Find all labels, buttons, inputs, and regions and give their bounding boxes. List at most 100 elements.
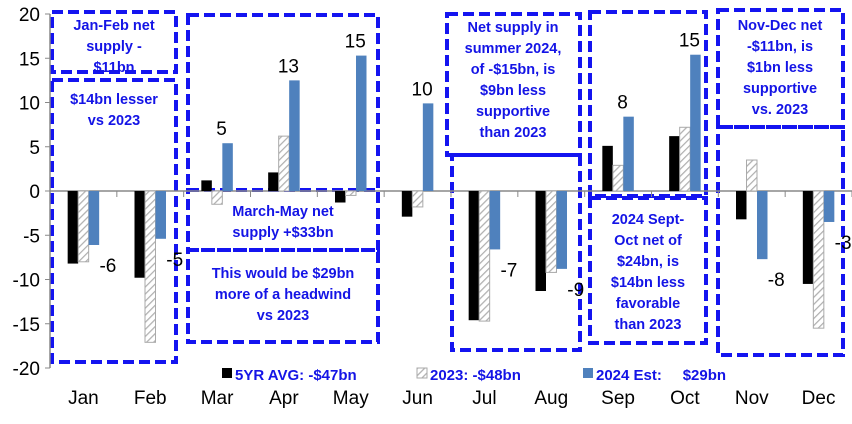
x-tick-label: Jun	[402, 388, 433, 409]
annotation-box	[716, 125, 845, 357]
x-tick-label: Feb	[134, 388, 167, 409]
bar-5yr-avg	[201, 180, 212, 191]
x-tick-label: Apr	[269, 388, 299, 409]
annotation-text: March-May net	[232, 204, 334, 220]
bar-5yr-avg	[268, 172, 279, 191]
bar-2023	[812, 190, 825, 329]
annotation-box	[186, 13, 380, 192]
y-tick-label: -5	[23, 226, 40, 247]
bar-2024-est	[88, 191, 100, 245]
x-tick-label: Aug	[534, 388, 568, 409]
bar-2024-est	[690, 54, 701, 192]
annotation-text: Nov-Dec net	[738, 18, 823, 34]
annotation-text: $1bn less	[747, 60, 813, 76]
data-label: -7	[500, 260, 517, 281]
bar-2024-est	[356, 55, 367, 191]
data-label: 15	[345, 32, 366, 53]
data-label: 15	[679, 31, 700, 52]
annotation-text: vs 2023	[88, 113, 140, 129]
annotation-text: This would be $29bn	[212, 266, 355, 282]
data-label: 8	[617, 93, 628, 114]
annotation-text: summer 2024,	[465, 41, 562, 57]
annotation-box	[50, 78, 178, 364]
annotation-text: supply +$33bn	[232, 225, 333, 241]
annotation-text: of -$15bn, is	[471, 62, 556, 78]
x-tick-label: Jan	[68, 388, 99, 409]
annotation-text: $9bn less	[480, 83, 546, 99]
bar-2023	[411, 190, 424, 208]
bar-2024-est	[757, 191, 768, 260]
annotation-text: -$11bn, is	[747, 39, 813, 55]
bar-2023	[345, 190, 357, 196]
annotation-boxes	[50, 8, 845, 364]
annotation-text: $14bn lesser	[70, 92, 158, 108]
bar-5yr-avg	[802, 191, 814, 284]
annotation-text: vs. 2023	[752, 102, 808, 118]
annotation-text: Jan-Feb net	[73, 18, 155, 34]
annotation-text: supportive	[476, 104, 550, 120]
data-label: 10	[412, 79, 433, 100]
annotation-box	[186, 248, 380, 344]
bar-2023	[612, 164, 624, 192]
legend-swatch	[583, 368, 593, 378]
annotation-box	[50, 10, 178, 74]
annotation-text: Oct net of	[614, 233, 682, 249]
annotation-text: more of a headwind	[215, 287, 351, 303]
bar-2024-est	[623, 116, 634, 191]
bar-2024-est	[155, 191, 166, 239]
annotation-text: vs 2023	[257, 308, 309, 324]
data-label: -8	[768, 270, 785, 291]
bar-2024-est	[556, 191, 567, 269]
x-tick-label: Sep	[601, 388, 635, 409]
annotation-text: $14bn less	[611, 275, 685, 291]
annotation-box	[588, 196, 708, 345]
bar-2023	[679, 126, 691, 192]
y-tick-label: 15	[19, 49, 40, 70]
annotation-box	[450, 153, 582, 352]
x-tick-label: Oct	[670, 388, 700, 409]
annotation-text: 2024 Sept-	[612, 212, 685, 228]
bar-2024-est	[489, 191, 501, 250]
data-label: -6	[99, 256, 116, 277]
bar-5yr-avg	[602, 145, 613, 191]
x-tick-label: May	[333, 388, 369, 409]
data-label: -5	[166, 250, 183, 271]
x-tick-label: Jul	[472, 388, 496, 409]
annotation-text: favorable	[616, 296, 680, 312]
legend-label: 2024 Est: $29bn	[596, 367, 726, 384]
annotation-box	[186, 188, 380, 252]
annotation-text: Net supply in	[467, 20, 558, 36]
annotation-text: $24bn, is	[617, 254, 679, 270]
annotation-text: than 2023	[615, 317, 682, 333]
y-tick-label: -20	[13, 359, 40, 380]
annotation-box	[716, 8, 845, 129]
annotation-text: $11bn	[93, 60, 134, 76]
y-tick-label: 20	[19, 5, 40, 26]
bar-5yr-avg	[335, 191, 346, 203]
y-tick-label: -10	[13, 271, 40, 292]
annotation-box	[445, 12, 582, 157]
bar-5yr-avg	[535, 191, 546, 292]
y-tick-label: 0	[29, 182, 40, 203]
bar-5yr-avg	[67, 191, 79, 264]
legend-swatch	[222, 368, 232, 378]
y-tick-label: 10	[19, 94, 40, 115]
annotation-text: supply -	[86, 39, 142, 55]
y-tick-label: -15	[13, 315, 40, 336]
bar-5yr-avg	[134, 191, 145, 278]
legend-swatch	[416, 367, 428, 379]
bar-2023	[77, 190, 90, 263]
y-tick-label: 5	[29, 138, 40, 159]
data-label: 13	[278, 56, 299, 77]
bar-2023	[478, 190, 491, 322]
x-tick-label: Dec	[802, 388, 836, 409]
bar-2023	[144, 190, 156, 343]
annotation-text: than 2023	[480, 125, 547, 141]
x-tick-label: Nov	[735, 388, 769, 409]
bar-2023	[746, 159, 758, 192]
bar-2023	[278, 135, 290, 192]
data-label: -3	[835, 233, 852, 254]
x-tick-label: Mar	[201, 388, 234, 409]
data-label: -9	[567, 280, 584, 301]
